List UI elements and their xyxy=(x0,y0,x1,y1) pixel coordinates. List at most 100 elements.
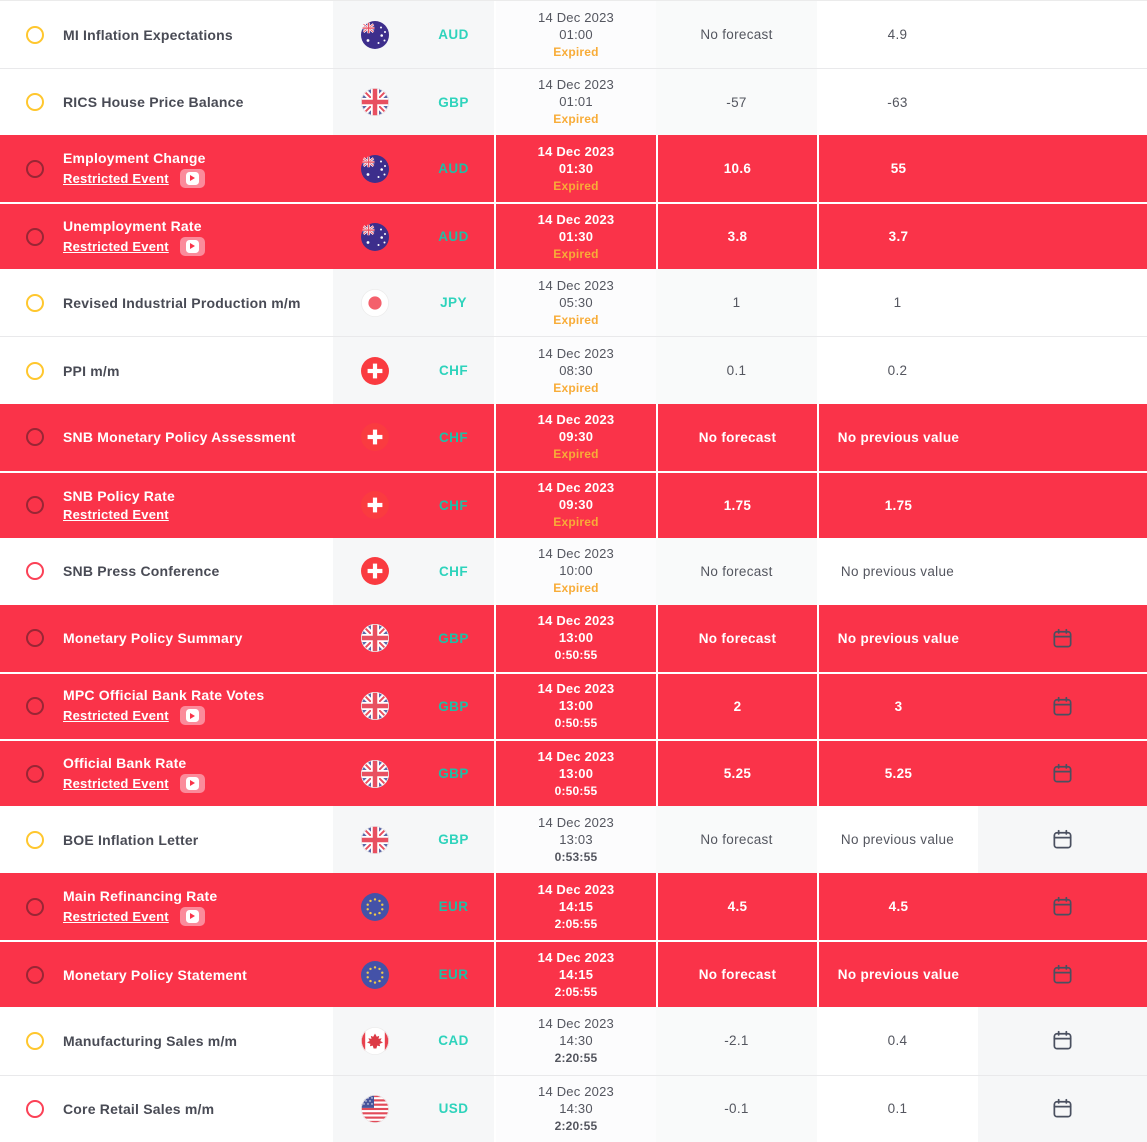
play-video-icon[interactable] xyxy=(179,773,205,793)
table-row[interactable]: Manufacturing Sales m/m CAD 14 Dec 2023 … xyxy=(0,1007,1147,1075)
event-text: Manufacturing Sales m/m xyxy=(63,1033,237,1049)
forecast-cell: -57 xyxy=(656,69,817,136)
restricted-event-link[interactable]: Restricted Event xyxy=(63,170,169,186)
play-triangle-icon xyxy=(185,171,199,185)
impact-indicator xyxy=(26,697,44,716)
table-row[interactable]: RICS House Price Balance GBP 14 Dec 2023… xyxy=(0,68,1147,136)
restricted-event-link[interactable]: Restricted Event xyxy=(63,908,169,924)
play-video-icon[interactable] xyxy=(179,168,205,188)
event-status: Expired xyxy=(553,515,599,530)
event-text: RICS House Price Balance xyxy=(63,94,244,110)
aud-flag xyxy=(360,154,389,183)
gbp-flag xyxy=(360,88,389,117)
forecast-value: No forecast xyxy=(698,630,777,646)
forecast-cell: 2 xyxy=(656,673,817,740)
currency-code: CHF xyxy=(439,429,468,445)
datetime-cell: 14 Dec 2023 10:00 Expired xyxy=(494,537,656,605)
event-cell: SNB Policy Rate Restricted Event xyxy=(0,473,333,538)
previous-value: No previous value xyxy=(840,563,955,579)
table-row[interactable]: Core Retail Sales m/m USD 14 Dec 2023 14… xyxy=(0,1074,1147,1142)
forecast-value: No forecast xyxy=(700,832,773,848)
calendar-icon[interactable] xyxy=(1050,962,1076,988)
impact-indicator xyxy=(26,764,44,783)
datetime-cell: 14 Dec 2023 05:30 Expired xyxy=(494,269,656,337)
calendar-icon[interactable] xyxy=(1050,827,1076,853)
datetime-cell: 14 Dec 2023 13:00 0:50:55 xyxy=(494,673,656,740)
previous-cell: 0.1 xyxy=(817,1075,978,1142)
event-date: 14 Dec 2023 xyxy=(537,211,615,227)
currency-cell: GBP xyxy=(333,741,494,806)
event-cell: Revised Industrial Production m/m xyxy=(0,269,333,336)
forecast-value: No forecast xyxy=(700,563,773,579)
play-video-icon[interactable] xyxy=(179,906,205,926)
action-cell xyxy=(978,741,1147,806)
event-text: MI Inflation Expectations xyxy=(63,27,233,43)
previous-value: 4.5 xyxy=(888,899,909,915)
calendar-icon[interactable] xyxy=(1050,1028,1076,1054)
impact-indicator xyxy=(26,361,44,380)
currency-code: GBP xyxy=(438,698,469,714)
table-row[interactable]: SNB Policy Rate Restricted Event CHF 14 … xyxy=(0,470,1147,538)
table-row[interactable]: BOE Inflation Letter GBP 14 Dec 2023 13:… xyxy=(0,806,1147,874)
gbp-flag xyxy=(360,624,389,653)
play-video-icon[interactable] xyxy=(179,706,205,726)
forecast-value: 5.25 xyxy=(723,766,752,782)
table-row[interactable]: Monetary Policy Statement EUR 14 Dec 202… xyxy=(0,940,1147,1008)
calendar-icon[interactable] xyxy=(1050,693,1076,719)
forecast-cell: -0.1 xyxy=(656,1075,817,1142)
event-name: MPC Official Bank Rate Votes xyxy=(63,687,265,704)
event-time: 10:00 xyxy=(559,563,593,579)
event-time: 14:30 xyxy=(559,1100,593,1116)
event-cell: Monetary Policy Summary xyxy=(0,605,333,672)
event-time: 14:15 xyxy=(558,966,594,982)
usd-flag xyxy=(360,1094,389,1123)
table-row[interactable]: Employment Change Restricted Event AUD 1… xyxy=(0,135,1147,203)
table-row[interactable]: MI Inflation Expectations AUD 14 Dec 202… xyxy=(0,1,1147,69)
event-cell: Monetary Policy Statement xyxy=(0,942,333,1007)
restricted-event-link[interactable]: Restricted Event xyxy=(63,775,169,791)
forecast-cell: 5.25 xyxy=(656,741,817,807)
table-row[interactable]: SNB Press Conference CHF 14 Dec 2023 10:… xyxy=(0,537,1147,605)
event-time: 13:03 xyxy=(559,831,593,847)
table-row[interactable]: SNB Monetary Policy Assessment CHF 14 De… xyxy=(0,403,1147,471)
currency-code: CAD xyxy=(438,1033,469,1049)
currency-cell: AUD xyxy=(333,204,494,269)
calendar-icon[interactable] xyxy=(1050,761,1076,787)
currency-code: EUR xyxy=(438,899,469,915)
event-text: Core Retail Sales m/m xyxy=(63,1101,214,1117)
previous-cell: 0.4 xyxy=(817,1007,978,1075)
table-row[interactable]: MPC Official Bank Rate Votes Restricted … xyxy=(0,671,1147,740)
table-row[interactable]: Official Bank Rate Restricted Event GBP … xyxy=(0,739,1147,807)
table-row[interactable]: Main Refinancing Rate Restricted Event E… xyxy=(0,873,1147,941)
table-row[interactable]: Monetary Policy Summary GBP 14 Dec 2023 … xyxy=(0,604,1147,672)
currency-cell: AUD xyxy=(333,135,494,202)
calendar-icon[interactable] xyxy=(1050,1096,1076,1122)
table-row[interactable]: PPI m/m CHF 14 Dec 2023 08:30 Expired 0.… xyxy=(0,336,1147,404)
event-time: 01:30 xyxy=(558,228,594,244)
datetime-cell: 14 Dec 2023 01:30 Expired xyxy=(494,135,656,203)
calendar-icon[interactable] xyxy=(1050,625,1076,651)
event-date: 14 Dec 2023 xyxy=(537,681,615,697)
restricted-event-link[interactable]: Restricted Event xyxy=(63,708,169,724)
event-cell: PPI m/m xyxy=(0,337,333,403)
restricted-event-link[interactable]: Restricted Event xyxy=(63,238,169,254)
event-name: SNB Monetary Policy Assessment xyxy=(63,429,296,446)
action-cell xyxy=(978,942,1147,1007)
forecast-cell: 1 xyxy=(656,269,817,337)
event-date: 14 Dec 2023 xyxy=(537,412,615,428)
restricted-event-link[interactable]: Restricted Event xyxy=(63,507,169,523)
calendar-icon[interactable] xyxy=(1050,894,1076,920)
event-status: Expired xyxy=(553,246,599,261)
impact-indicator xyxy=(26,93,44,112)
event-status: Expired xyxy=(553,112,599,127)
forecast-value: No forecast xyxy=(698,429,777,445)
datetime-cell: 14 Dec 2023 14:30 2:20:55 xyxy=(494,1007,656,1075)
event-name: RICS House Price Balance xyxy=(63,94,244,111)
table-row[interactable]: Revised Industrial Production m/m JPY 14… xyxy=(0,269,1147,337)
event-name: Main Refinancing Rate xyxy=(63,887,218,904)
play-video-icon[interactable] xyxy=(179,236,205,256)
event-text: Unemployment Rate Restricted Event xyxy=(63,218,205,256)
event-text: MPC Official Bank Rate Votes Restricted … xyxy=(63,687,265,726)
table-row[interactable]: Unemployment Rate Restricted Event AUD 1… xyxy=(0,202,1147,270)
